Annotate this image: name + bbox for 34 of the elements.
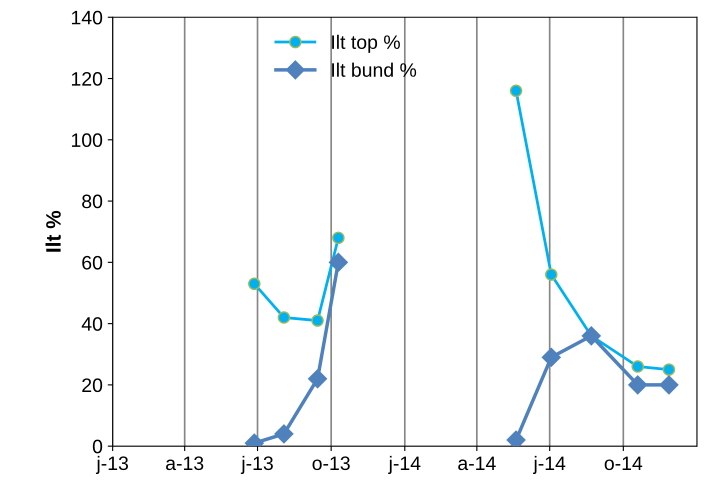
x-tick-label: j-13 [240, 456, 273, 474]
point [662, 363, 676, 376]
y-tick-label: 20 [82, 378, 102, 392]
x-tick-label: o-13 [312, 456, 350, 470]
point [328, 252, 348, 272]
point [659, 375, 678, 394]
x-tick-label: a-13 [166, 456, 204, 470]
point [545, 268, 558, 281]
point [248, 278, 261, 290]
y-tick-label: 120 [72, 72, 102, 86]
point [542, 348, 561, 367]
y-tick-label: 40 [82, 317, 102, 331]
point [278, 311, 290, 324]
point [274, 424, 294, 444]
x-tick-label: j-14 [532, 456, 566, 474]
point [332, 232, 345, 244]
point [308, 369, 328, 388]
point [311, 314, 324, 327]
x-tick-label: j-13 [96, 456, 128, 474]
y-tick-label: 60 [82, 256, 102, 270]
point [628, 375, 648, 394]
point [510, 84, 522, 98]
point [631, 360, 644, 373]
y-tick-label: 0 [92, 440, 102, 454]
y-axis-title: Ilt % [46, 210, 61, 252]
legend-label: Ilt bund % [332, 62, 416, 77]
legend-label: Ilt top % [332, 34, 400, 53]
point [582, 326, 601, 346]
x-tick-label: o-14 [604, 456, 642, 470]
y-tick-label: 80 [82, 194, 102, 208]
x-tick-label: j-14 [388, 456, 420, 474]
x-tick-label: a-14 [458, 456, 496, 470]
y-tick-label: 140 [72, 10, 102, 24]
y-tick-label: 100 [72, 133, 102, 148]
